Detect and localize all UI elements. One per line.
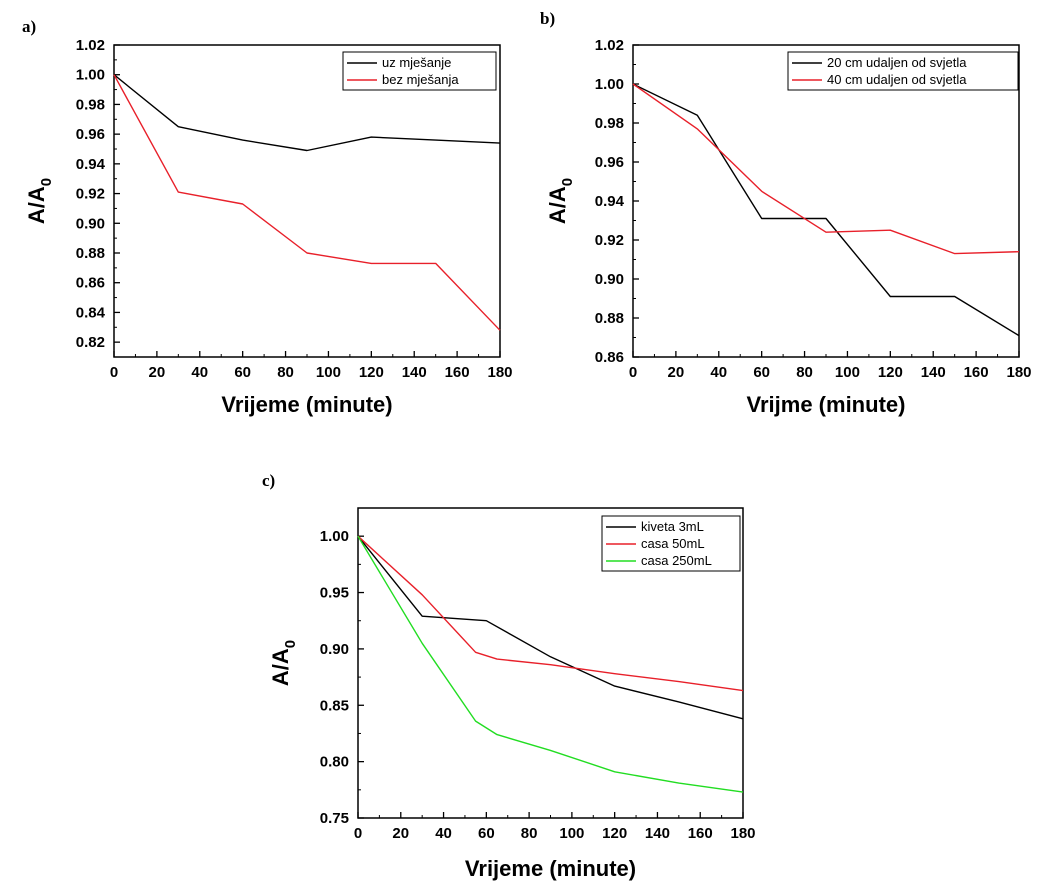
- y-tick-label: 0.75: [320, 810, 349, 827]
- y-tick-label: 0.92: [76, 186, 105, 203]
- panel-label: c): [262, 471, 275, 490]
- y-tick-label: 1.00: [76, 67, 105, 84]
- legend-label: casa 50mL: [641, 536, 705, 551]
- x-tick-label: 20: [149, 364, 166, 381]
- y-tick-label: 1.00: [595, 76, 624, 93]
- y-tick-label: 0.86: [76, 275, 105, 292]
- y-tick-label: 0.95: [320, 585, 349, 602]
- y-tick-label: 0.96: [76, 126, 105, 143]
- x-tick-label: 40: [710, 364, 727, 381]
- chart-panel-1: a) 0 20 40 60 80 100 120 140 160 180 0.82 0.84 0.86 0.…: [22, 17, 513, 417]
- y-axis-title-subscript: 0: [559, 178, 576, 186]
- y-axis-title-subscript: 0: [38, 178, 55, 186]
- x-tick-label: 140: [645, 825, 670, 842]
- series-line-2: [357, 535, 744, 692]
- chart-panel-3: c) 0 20 40 60 80 100 120 140 160 180 0.75 0.80 0.85 0.…: [262, 471, 756, 881]
- series-line-1: [632, 83, 1020, 337]
- y-tick-label: 0.94: [595, 193, 625, 210]
- series-line-1: [357, 535, 744, 720]
- x-tick-label: 160: [445, 364, 470, 381]
- x-tick-label: 120: [878, 364, 903, 381]
- x-tick-label: 120: [602, 825, 627, 842]
- y-tick-label: 0.85: [320, 697, 349, 714]
- series-line-2: [113, 74, 501, 331]
- x-tick-label: 100: [559, 825, 584, 842]
- x-tick-label: 0: [629, 364, 637, 381]
- x-axis-title: Vrijme (minute): [747, 392, 906, 417]
- y-tick-label: 0.96: [595, 154, 624, 171]
- x-tick-label: 20: [668, 364, 685, 381]
- x-tick-label: 80: [277, 364, 294, 381]
- y-tick-label: 1.02: [76, 37, 105, 54]
- x-tick-label: 40: [435, 825, 452, 842]
- x-tick-label: 180: [730, 825, 755, 842]
- x-tick-label: 80: [796, 364, 813, 381]
- x-tick-label: 140: [402, 364, 427, 381]
- plot-frame: [632, 44, 1020, 358]
- legend-box: [342, 51, 497, 91]
- x-tick-label: 160: [964, 364, 989, 381]
- series-line-2: [632, 83, 1020, 255]
- y-axis-title: A/A0: [24, 178, 55, 224]
- y-axis-title-subscript: 0: [282, 640, 299, 648]
- x-tick-label: 180: [487, 364, 512, 381]
- x-tick-label: 140: [921, 364, 946, 381]
- x-axis-title: Vrijeme (minute): [465, 856, 636, 881]
- x-tick-label: 60: [478, 825, 495, 842]
- legend-label: 40 cm udaljen od svjetla: [827, 72, 967, 87]
- x-tick-label: 20: [392, 825, 409, 842]
- y-axis-title: A/A0: [545, 178, 576, 224]
- legend-label: kiveta 3mL: [641, 519, 704, 534]
- x-tick-label: 60: [234, 364, 251, 381]
- x-tick-label: 0: [354, 825, 362, 842]
- y-tick-label: 0.94: [76, 156, 106, 173]
- y-tick-label: 0.90: [320, 641, 349, 658]
- y-tick-label: 0.98: [595, 115, 624, 132]
- x-tick-label: 180: [1006, 364, 1031, 381]
- x-tick-label: 160: [688, 825, 713, 842]
- y-tick-label: 0.80: [320, 754, 349, 771]
- x-tick-label: 60: [753, 364, 770, 381]
- panel-label: a): [22, 17, 36, 36]
- x-tick-label: 120: [359, 364, 384, 381]
- y-tick-label: 0.90: [595, 271, 624, 288]
- y-tick-label: 0.86: [595, 349, 624, 366]
- chart-panel-2: b) 0 20 40 60 80 100 120 140 160 180 0.86 0.88 0.90 0.…: [540, 9, 1032, 417]
- panel-label: b): [540, 9, 555, 28]
- legend-label: casa 250mL: [641, 553, 712, 568]
- series-line-1: [113, 74, 501, 152]
- x-tick-label: 100: [316, 364, 341, 381]
- plot-frame: [113, 44, 501, 358]
- x-axis-title: Vrijeme (minute): [221, 392, 392, 417]
- y-tick-label: 1.02: [595, 37, 624, 54]
- y-tick-label: 1.00: [320, 528, 349, 545]
- y-tick-label: 0.98: [76, 96, 105, 113]
- y-tick-label: 0.90: [76, 215, 105, 232]
- legend-label: uz mješanje: [382, 55, 451, 70]
- legend-box: [787, 51, 1019, 91]
- y-tick-label: 0.82: [76, 334, 105, 351]
- series-line-3: [357, 535, 744, 793]
- x-tick-label: 80: [521, 825, 538, 842]
- x-tick-label: 0: [110, 364, 118, 381]
- legend-label: 20 cm udaljen od svjetla: [827, 55, 967, 70]
- x-tick-label: 100: [835, 364, 860, 381]
- legend-label: bez mješanja: [382, 72, 459, 87]
- y-tick-label: 0.88: [595, 310, 624, 327]
- y-tick-label: 0.84: [76, 304, 106, 321]
- y-tick-label: 0.88: [76, 245, 105, 262]
- y-tick-label: 0.92: [595, 232, 624, 249]
- x-tick-label: 40: [191, 364, 208, 381]
- y-axis-title: A/A0: [268, 640, 299, 686]
